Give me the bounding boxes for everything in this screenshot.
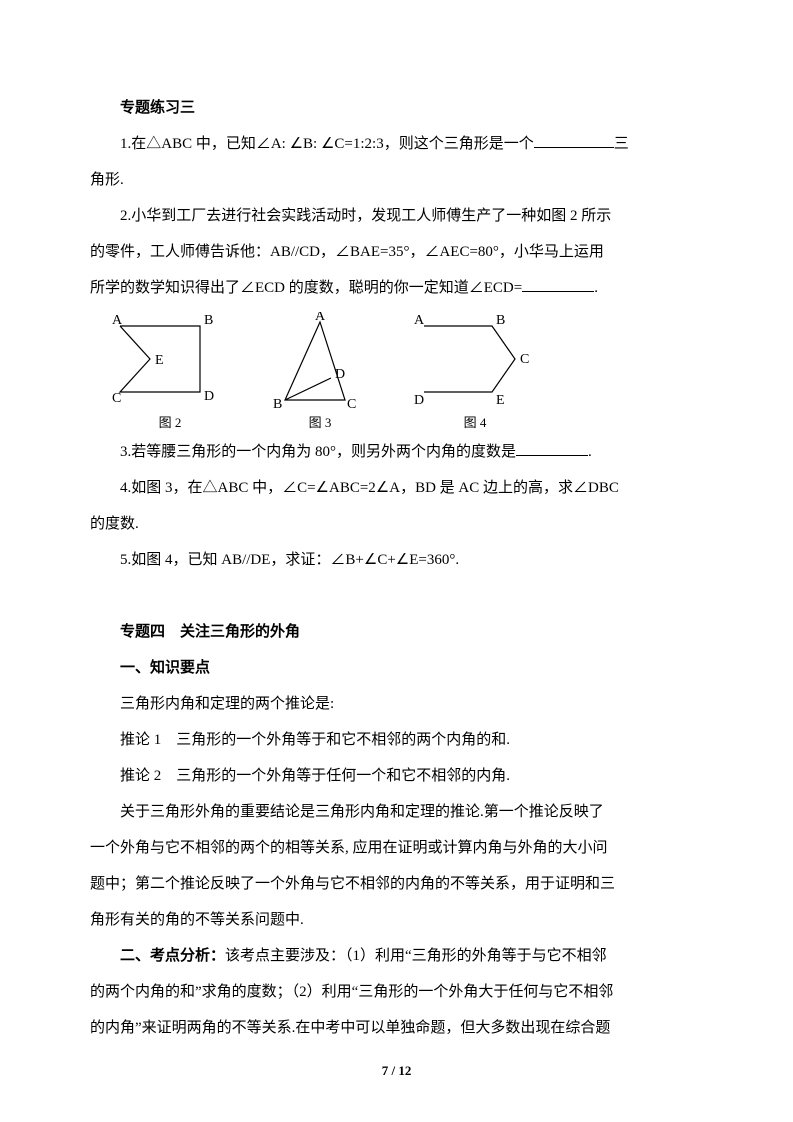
figure-3: A B C D 图 3 <box>265 312 375 432</box>
figure-3-svg: A B C D <box>265 312 375 412</box>
q1-line2: 角形. <box>90 162 703 198</box>
fig3-label-D: D <box>335 367 345 382</box>
fig4-label-B: B <box>496 313 505 328</box>
s4-h2a: 二、考点分析： <box>120 948 225 964</box>
fig3-triangle <box>285 322 345 400</box>
s4-p8: 的两个内角的和”求角的度数；（2）利用“三角形的一个外角大于任何与它不相邻 <box>90 974 703 1010</box>
page-content: 专题练习三 1.在△ABC 中，已知∠A: ∠B: ∠C=1:2:3，则这个三角… <box>90 90 703 1046</box>
fig4-label-E: E <box>496 393 505 408</box>
s4-h2: 二、考点分析：该考点主要涉及：（1）利用“三角形的外角等于与它不相邻 <box>90 938 703 974</box>
s4-p3: 推论 2 三角形的一个外角等于任何一个和它不相邻的内角. <box>90 758 703 794</box>
s4-p4: 关于三角形外角的重要结论是三角形内角和定理的推论.第一个推论反映了 <box>90 794 703 830</box>
fig4-label-A: A <box>414 313 425 328</box>
section3-title: 专题练习三 <box>90 90 703 126</box>
fig2-label-E: E <box>155 353 164 368</box>
section4-h1: 一、知识要点 <box>90 650 703 686</box>
s4-p2: 推论 1 三角形的一个外角等于和它不相邻的两个内角的和. <box>90 722 703 758</box>
s4-p6: 题中；第二个推论反映了一个外角与它不相邻的内角的不等关系，用于证明和三 <box>90 866 703 902</box>
page-number: 7 / 12 <box>0 1055 793 1086</box>
fig3-label-A: A <box>315 312 326 324</box>
q1-text-a: 1.在△ABC 中，已知∠A: ∠B: ∠C=1:2:3，则这个三角形是一个 <box>120 136 534 152</box>
s4-p5: 一个外角与它不相邻的两个的相等关系, 应用在证明或计算内角与外角的大小问 <box>90 830 703 866</box>
q2-text-c: 所学的数学知识得出了∠ECD 的度数，聪明的你一定知道∠ECD= <box>90 280 522 296</box>
q1-text-b: 三 <box>614 136 629 152</box>
fig3-altitude <box>285 378 331 400</box>
fig2-caption: 图 2 <box>159 414 182 432</box>
q5: 5.如图 4，已知 AB//DE，求证：∠B+∠C+∠E=360°. <box>90 542 703 578</box>
q3-text-b: . <box>588 444 592 460</box>
s4-p1: 三角形内角和定理的两个推论是: <box>90 686 703 722</box>
q4-line1: 4.如图 3，在△ABC 中，∠C=∠ABC=2∠A，BD 是 AC 边上的高，… <box>90 470 703 506</box>
s4-p7: 角形有关的角的不等关系问题中. <box>90 902 703 938</box>
q2-line1: 2.小华到工厂去进行社会实践活动时，发现工人师傅生产了一种如图 2 所示 <box>90 198 703 234</box>
figure-2-svg: A B D C E <box>110 312 230 412</box>
fig2-label-B: B <box>204 313 213 328</box>
figures-row: A B D C E 图 2 A B C D 图 3 A <box>110 312 703 432</box>
fig4-shape <box>424 326 515 392</box>
q2-blank[interactable] <box>522 277 594 292</box>
fig3-caption: 图 3 <box>309 414 332 432</box>
q2-line2: 的零件，工人师傅告诉他：AB//CD，∠BAE=35°，∠AEC=80°，小华马… <box>90 234 703 270</box>
figure-2: A B D C E 图 2 <box>110 312 230 432</box>
s4-h2b: 该考点主要涉及：（1）利用“三角形的外角等于与它不相邻 <box>225 948 607 964</box>
q2-text-d: . <box>594 280 598 296</box>
q2-line3: 所学的数学知识得出了∠ECD 的度数，聪明的你一定知道∠ECD=. <box>90 270 703 306</box>
fig2-label-A: A <box>112 313 123 328</box>
fig3-label-B: B <box>273 397 282 412</box>
figure-4-svg: A B C E D <box>410 312 540 412</box>
fig2-label-D: D <box>204 389 214 404</box>
fig2-label-C: C <box>112 391 121 406</box>
q1-blank[interactable] <box>534 133 614 148</box>
q1: 1.在△ABC 中，已知∠A: ∠B: ∠C=1:2:3，则这个三角形是一个 三 <box>90 126 703 162</box>
fig3-label-C: C <box>347 397 356 412</box>
spacer-1 <box>90 578 703 614</box>
q3-text-a: 3.若等腰三角形的一个内角为 80°，则另外两个内角的度数是 <box>120 444 516 460</box>
section4-title: 专题四 关注三角形的外角 <box>90 614 703 650</box>
q3: 3.若等腰三角形的一个内角为 80°，则另外两个内角的度数是. <box>90 434 703 470</box>
page-sep: / <box>388 1063 398 1078</box>
fig4-caption: 图 4 <box>464 414 487 432</box>
q4-line2: 的度数. <box>90 506 703 542</box>
figure-4: A B C E D 图 4 <box>410 312 540 432</box>
page-total: 12 <box>398 1063 411 1078</box>
q3-blank[interactable] <box>516 441 588 456</box>
fig4-label-D: D <box>414 393 424 408</box>
s4-p9: 的内角”来证明两角的不等关系.在中考中可以单独命题，但大多数出现在综合题 <box>90 1010 703 1046</box>
fig4-label-C: C <box>520 352 529 367</box>
